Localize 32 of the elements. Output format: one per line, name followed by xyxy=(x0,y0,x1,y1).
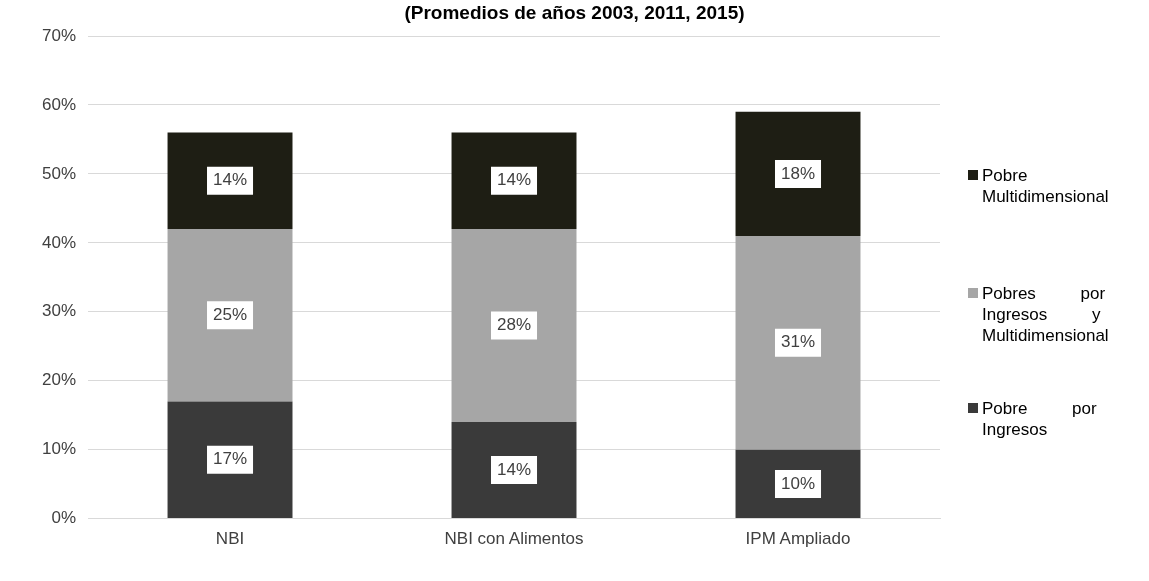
bar xyxy=(451,132,577,230)
data-label: 28% xyxy=(497,315,532,335)
data-label: 14% xyxy=(213,170,248,190)
data-label: 14% xyxy=(497,459,532,479)
bar xyxy=(735,235,861,450)
bar xyxy=(167,401,293,519)
y-tick-label: 0% xyxy=(51,508,77,528)
y-tick-label: 50% xyxy=(41,163,77,183)
data-label: 25% xyxy=(213,304,248,324)
y-tick-label: 20% xyxy=(41,370,77,390)
legend-label: Pobre por Ingresos xyxy=(982,398,1098,440)
legend-label: Pobres por Ingresos y Multidimensional xyxy=(982,283,1110,346)
data-label: 18% xyxy=(780,163,816,183)
data-label: 14% xyxy=(497,170,532,190)
y-tick-label: 30% xyxy=(41,301,77,321)
data-label: 31% xyxy=(780,332,816,352)
bar xyxy=(735,111,861,236)
y-tick-label: 60% xyxy=(41,94,77,114)
x-tick-label: IPM Ampliado xyxy=(745,529,851,549)
legend-label: Pobre Multidimensional xyxy=(982,165,1110,207)
data-label: 10% xyxy=(780,473,816,493)
chart-title: (Promedios de años 2003, 2011, 2015) xyxy=(403,2,746,24)
bar xyxy=(451,229,577,423)
y-tick-label: 40% xyxy=(41,232,77,252)
bar xyxy=(167,132,293,230)
y-tick-label: 10% xyxy=(41,439,77,459)
x-tick-label: NBI con Alimentos xyxy=(444,529,584,549)
bar xyxy=(167,229,293,402)
data-label: 17% xyxy=(213,449,248,469)
bar xyxy=(451,422,577,519)
y-tick-label: 70% xyxy=(41,25,77,45)
x-tick-label: NBI xyxy=(215,529,245,549)
